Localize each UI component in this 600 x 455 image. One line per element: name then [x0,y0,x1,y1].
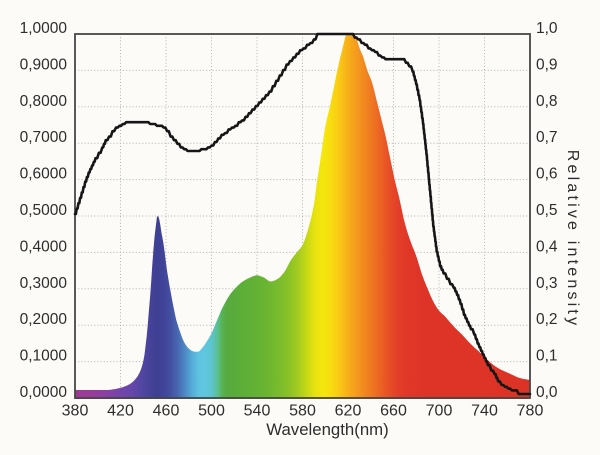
svg-text:0,2000: 0,2000 [20,311,68,328]
svg-text:0,1000: 0,1000 [20,348,68,365]
svg-text:0,8000: 0,8000 [20,93,68,110]
svg-text:Wavelength(nm): Wavelength(nm) [266,420,388,439]
svg-text:Relative intensity: Relative intensity [564,150,581,329]
svg-text:0,5: 0,5 [536,202,558,219]
svg-text:580: 580 [289,403,316,420]
svg-text:460: 460 [153,403,180,420]
svg-text:0,9000: 0,9000 [20,56,68,73]
svg-text:0,3: 0,3 [536,275,558,292]
svg-text:660: 660 [380,403,407,420]
svg-text:0,0: 0,0 [536,384,558,401]
svg-text:540: 540 [244,403,271,420]
svg-text:740: 740 [471,403,498,420]
svg-text:780: 780 [517,403,544,420]
svg-text:0,2: 0,2 [536,311,558,328]
svg-text:420: 420 [107,403,134,420]
svg-text:0,9: 0,9 [536,56,558,73]
svg-text:0,7: 0,7 [536,129,558,146]
svg-text:0,7000: 0,7000 [20,129,68,146]
svg-text:1,0: 1,0 [536,20,558,37]
svg-text:620: 620 [335,403,362,420]
svg-text:0,1: 0,1 [536,348,558,365]
svg-text:0,8: 0,8 [536,93,558,110]
svg-text:0,4000: 0,4000 [20,238,68,255]
svg-text:0,6: 0,6 [536,166,558,183]
svg-text:1,0000: 1,0000 [20,20,68,37]
svg-text:0,6000: 0,6000 [20,166,68,183]
svg-text:380: 380 [62,403,89,420]
svg-text:0,4: 0,4 [536,238,558,255]
svg-text:500: 500 [198,403,225,420]
svg-text:0,3000: 0,3000 [20,275,68,292]
svg-text:0,0000: 0,0000 [20,384,68,401]
svg-text:0,5000: 0,5000 [20,202,68,219]
svg-text:700: 700 [426,403,453,420]
